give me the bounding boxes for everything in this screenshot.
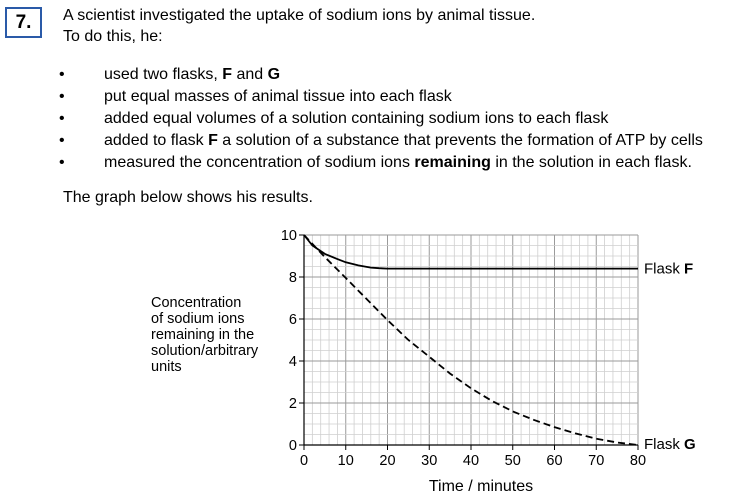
bullet-icon: • <box>59 66 65 83</box>
y-axis-label-line: remaining in the <box>151 327 255 343</box>
graph-intro: The graph below shows his results. <box>63 189 313 206</box>
x-tick-label: 80 <box>630 453 646 469</box>
question-number: 7. <box>5 7 42 38</box>
flask-f-label: Flask F <box>644 261 693 278</box>
y-tick-label: 6 <box>289 312 297 328</box>
bullet-text-3: added equal volumes of a solution contai… <box>104 110 609 127</box>
x-tick-label: 50 <box>505 453 521 469</box>
bullet-icon: • <box>59 110 65 127</box>
intro-line-1: A scientist investigated the uptake of s… <box>63 7 536 24</box>
y-axis-label-line: Concentration <box>151 295 242 311</box>
y-tick-label: 2 <box>289 396 297 412</box>
x-tick-label: 10 <box>338 453 354 469</box>
x-tick-label: 60 <box>546 453 562 469</box>
y-axis-label: Concentration of sodium ions remaining i… <box>151 295 258 375</box>
y-tick-label: 0 <box>289 438 297 454</box>
bullet-text-1: used two flasks, F and G <box>104 66 281 83</box>
bullet-text-4: added to flask F a solution of a substan… <box>104 132 703 149</box>
bullet-text-2: put equal masses of animal tissue into e… <box>104 88 452 105</box>
flask-g-label: Flask G <box>644 436 696 453</box>
x-axis-label: Time / minutes <box>429 478 533 495</box>
y-tick-label: 8 <box>289 270 297 286</box>
x-tick-label: 20 <box>379 453 395 469</box>
y-axis-label-line: solution/arbitrary <box>151 343 259 359</box>
bullet-icon: • <box>59 154 65 171</box>
y-axis-label-line: of sodium ions <box>151 311 245 327</box>
flask-f-line <box>303 234 638 270</box>
y-tick-label: 4 <box>289 354 297 370</box>
bullet-icon: • <box>59 88 65 105</box>
y-tick-label: 10 <box>281 228 297 244</box>
x-tick-label: 70 <box>588 453 604 469</box>
x-tick-label: 30 <box>421 453 437 469</box>
bullet-icon: • <box>59 132 65 149</box>
y-axis-label-line: units <box>151 359 182 375</box>
bullet-text-5: measured the concentration of sodium ion… <box>104 154 692 171</box>
flask-g-line <box>303 234 639 446</box>
x-tick-label: 40 <box>463 453 479 469</box>
intro-line-2: To do this, he: <box>63 28 163 45</box>
question-intro: A scientist investigated the uptake of s… <box>63 5 535 47</box>
x-tick-label: 0 <box>300 453 308 469</box>
